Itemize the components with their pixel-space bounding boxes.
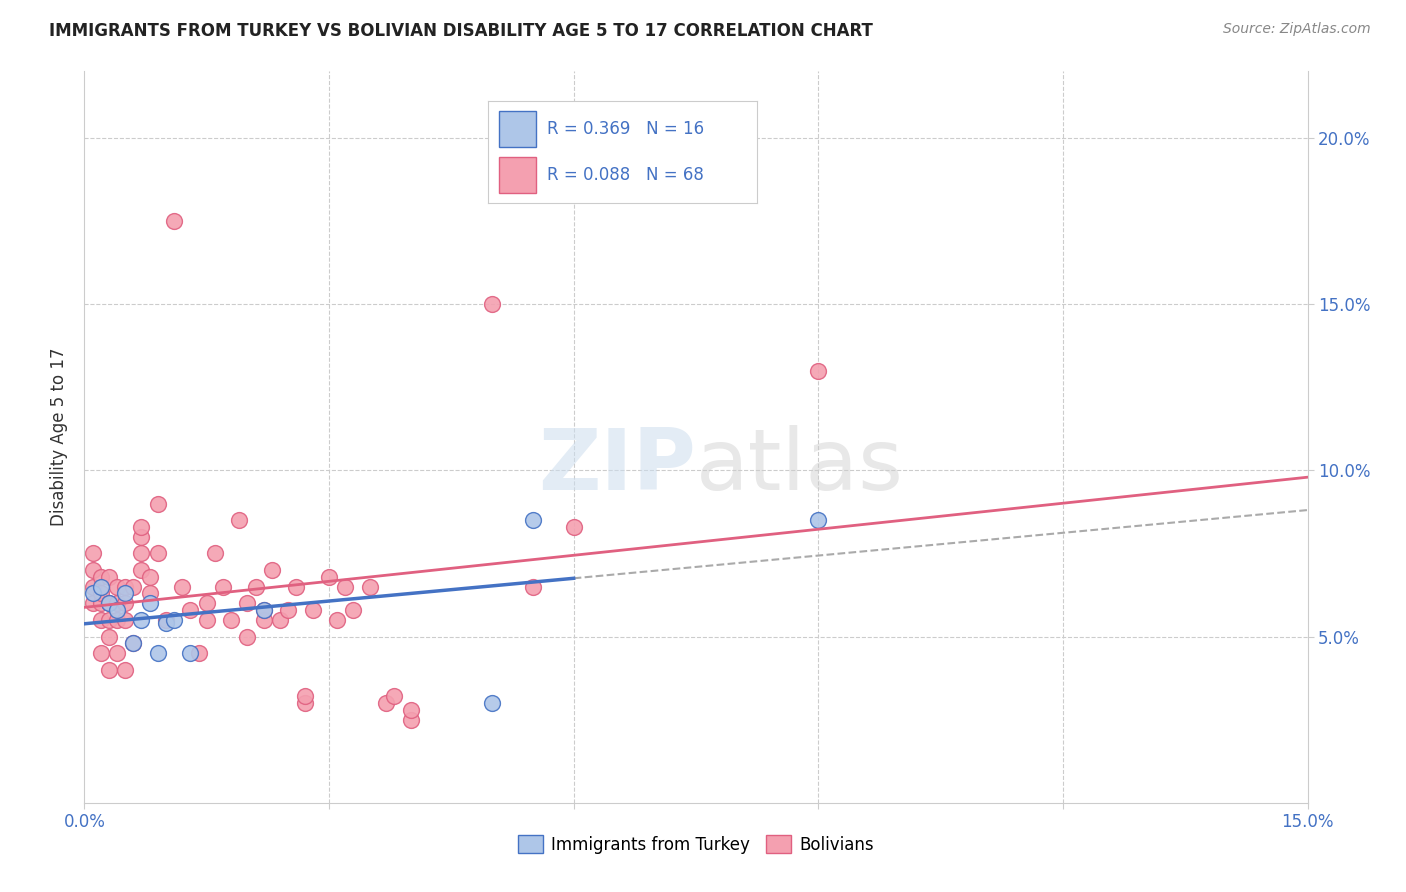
Point [187,646,209,660]
Point [90,613,112,627]
Point [245,580,267,594]
Point [97,630,120,644]
Point [97,613,120,627]
Point [97,570,120,584]
Point [97,596,120,610]
Point [318,570,340,584]
Point [172,580,194,594]
Point [138,586,160,600]
Point [179,603,201,617]
Point [90,586,112,600]
Text: Source: ZipAtlas.com: Source: ZipAtlas.com [1223,22,1371,37]
Point [90,570,112,584]
Point [146,497,169,511]
Y-axis label: Disability Age 5 to 17: Disability Age 5 to 17 [51,348,69,526]
Point [122,636,145,650]
Text: atlas: atlas [696,425,904,508]
Point [131,563,153,577]
Point [114,586,136,600]
Point [82,580,104,594]
Point [253,603,276,617]
Point [105,603,128,617]
Point [90,646,112,660]
Point [481,297,503,311]
Point [114,613,136,627]
Point [105,580,128,594]
Point [97,596,120,610]
Point [155,613,177,627]
Point [294,696,316,710]
Point [105,596,128,610]
Point [155,616,177,631]
Point [399,713,422,727]
Point [326,613,349,627]
Point [82,596,104,610]
Point [131,546,153,560]
Point [260,563,283,577]
Point [219,613,242,627]
Point [807,513,830,527]
Point [212,580,235,594]
Point [236,596,259,610]
Point [294,690,316,704]
Point [131,613,153,627]
Point [277,603,299,617]
Point [204,546,226,560]
Point [522,580,544,594]
Point [90,580,112,594]
Point [382,690,405,704]
Point [114,596,136,610]
Point [481,696,503,710]
Point [114,663,136,677]
Text: ZIP: ZIP [538,425,696,508]
Point [82,563,104,577]
Point [163,214,186,228]
Point [375,696,398,710]
Point [122,636,145,650]
Point [82,586,104,600]
Text: IMMIGRANTS FROM TURKEY VS BOLIVIAN DISABILITY AGE 5 TO 17 CORRELATION CHART: IMMIGRANTS FROM TURKEY VS BOLIVIAN DISAB… [49,22,873,40]
Point [195,596,218,610]
Point [228,513,250,527]
Point [146,646,169,660]
Point [163,613,186,627]
Point [90,596,112,610]
Point [562,520,585,534]
Point [105,646,128,660]
Point [285,580,308,594]
Point [359,580,381,594]
Point [807,363,830,377]
Point [138,596,160,610]
Point [269,613,291,627]
Point [97,663,120,677]
Point [114,580,136,594]
Point [138,570,160,584]
Point [82,546,104,560]
Point [131,530,153,544]
Point [301,603,323,617]
Point [146,546,169,560]
Point [131,520,153,534]
Point [179,646,201,660]
Point [335,580,357,594]
Point [236,630,259,644]
Point [522,513,544,527]
Legend: Immigrants from Turkey, Bolivians: Immigrants from Turkey, Bolivians [510,829,882,860]
Point [122,580,145,594]
Point [253,603,276,617]
Point [253,613,276,627]
Point [342,603,364,617]
Point [399,703,422,717]
Point [195,613,218,627]
Point [105,613,128,627]
